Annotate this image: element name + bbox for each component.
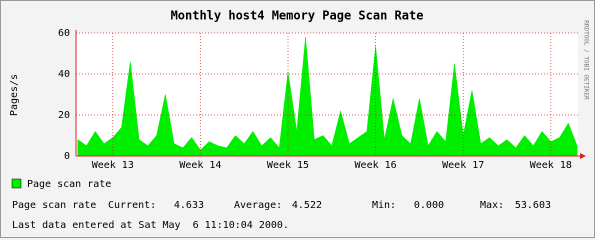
stat-label: Min: [372, 200, 396, 211]
x-tick-label: Week 14 [179, 160, 221, 171]
x-tick-label: Week 16 [355, 160, 397, 171]
stat-value: 4.522 [292, 200, 322, 211]
stat-value: 0.000 [414, 200, 444, 211]
x-tick-label: Week 17 [442, 160, 484, 171]
stat-value: 4.633 [174, 200, 204, 211]
area [77, 37, 578, 157]
stat-value: 53.603 [515, 200, 551, 211]
stat-label: Max: [480, 200, 504, 211]
chart-title: Monthly host4 Memory Page Scan Rate [171, 9, 424, 23]
axis-arrow [580, 153, 586, 159]
plot-area [76, 33, 578, 156]
stats-name: Page scan rate [12, 200, 96, 211]
x-tick-label: Week 13 [92, 160, 134, 171]
y-tick-label: 40 [58, 69, 70, 80]
y-tick-label: 20 [58, 110, 70, 121]
legend-label: Page scan rate [27, 179, 111, 190]
legend-swatch [11, 178, 22, 189]
footer: Last data entered at Sat May 6 11:10:04 … [12, 220, 289, 231]
credit: RRDTOOL / TOBI OETIKER [583, 20, 590, 100]
x-tick-label: Week 18 [530, 160, 572, 171]
y-tick-label: 60 [58, 28, 70, 39]
stat-label: Current: [108, 200, 156, 211]
y-tick-label: 0 [64, 151, 70, 162]
x-tick-label: Week 15 [267, 160, 309, 171]
y-axis-label: Pages/s [9, 74, 20, 116]
stat-label: Average: [234, 200, 282, 211]
